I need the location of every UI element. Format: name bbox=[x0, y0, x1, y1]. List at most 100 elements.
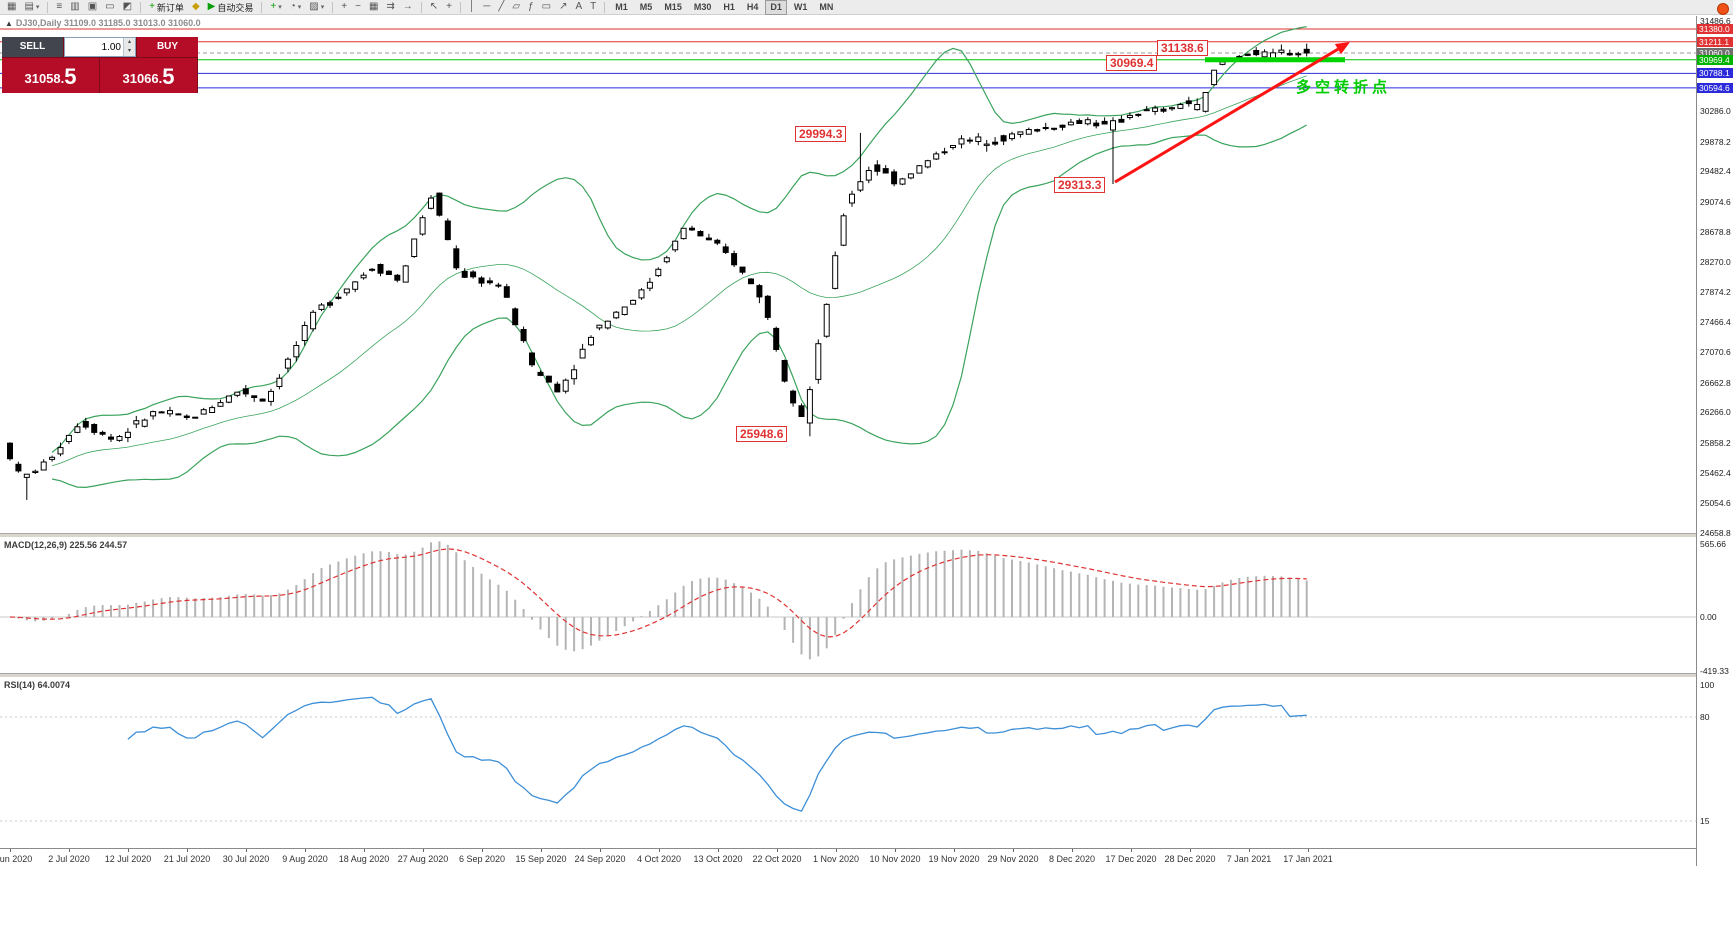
terminal-button[interactable]: ▭ bbox=[102, 0, 117, 15]
volume-input[interactable]: 1.00 ▴ ▾ bbox=[64, 37, 136, 57]
horizontal-line-button[interactable]: ─ bbox=[480, 0, 493, 15]
new-order-icon: + bbox=[149, 1, 155, 12]
date-axis-label: 24 Sep 2020 bbox=[574, 854, 626, 864]
date-axis-label: 6 Sep 2020 bbox=[458, 854, 506, 864]
buy-button[interactable]: BUY bbox=[137, 37, 198, 57]
date-tick bbox=[187, 849, 188, 852]
tile-windows-button[interactable]: ▦ bbox=[366, 0, 381, 15]
time-axis[interactable]: 3 Jun 2020 2 Jul 2020 12 Jul 2020 21 Jul 20… bbox=[0, 848, 1696, 867]
buy-price-pip: 5 bbox=[162, 64, 175, 89]
price-axis-label: 24658.8 bbox=[1700, 527, 1731, 538]
macd-panel[interactable]: MACD(12,26,9) 225.56 244.57 bbox=[0, 537, 1696, 673]
date-tick bbox=[1013, 849, 1014, 852]
date-axis-label: 19 Nov 2020 bbox=[928, 854, 980, 864]
dropdown-icon: ▾ bbox=[35, 4, 40, 11]
buy-price-display[interactable]: 31066. 5 bbox=[100, 58, 197, 93]
volume-decrease-button[interactable]: ▾ bbox=[124, 47, 135, 56]
auto-scroll-icon: ⇉ bbox=[386, 1, 395, 12]
price-annotation[interactable]: 30969.4 bbox=[1106, 55, 1158, 71]
toolbar-separator bbox=[460, 1, 462, 13]
timeframe-m5[interactable]: M5 bbox=[639, 1, 653, 12]
date-axis-label: 10 Nov 2020 bbox=[869, 854, 921, 864]
date-tick bbox=[1190, 849, 1191, 852]
templates-button[interactable]: ▨ ▾ bbox=[306, 0, 327, 15]
rsi-label: RSI(14) 64.0074 bbox=[4, 680, 71, 690]
timeframe-m30[interactable]: M30 bbox=[693, 1, 712, 12]
chinese-annotation[interactable]: 多空转折点 bbox=[1296, 79, 1392, 96]
date-axis-label: 28 Dec 2020 bbox=[1164, 854, 1216, 864]
date-axis-label: 18 Aug 2020 bbox=[338, 854, 390, 864]
text-label-button[interactable]: T bbox=[587, 0, 599, 15]
autotrading-button[interactable]: ▶ 自动交易 bbox=[205, 0, 257, 15]
strategy-tester-button[interactable]: ◩ bbox=[120, 0, 135, 15]
arrows-button[interactable]: ↗ bbox=[556, 0, 570, 15]
new-order-button[interactable]: + 新订单 bbox=[146, 0, 187, 15]
sell-price-display[interactable]: 31058. 5 bbox=[2, 58, 99, 93]
indicators-button[interactable]: + ▾ bbox=[267, 0, 284, 15]
sell-button[interactable]: SELL bbox=[2, 37, 63, 57]
new-chart-button[interactable]: ▦ bbox=[4, 0, 19, 15]
navigator-button[interactable]: ▣ bbox=[85, 0, 100, 15]
timeframe-m15[interactable]: M15 bbox=[664, 1, 682, 12]
date-tick bbox=[246, 849, 247, 852]
panel-splitter[interactable] bbox=[0, 673, 1733, 677]
chart-canvas[interactable] bbox=[0, 16, 1696, 533]
toolbar-separator bbox=[420, 1, 422, 13]
zoom-out-icon: − bbox=[355, 1, 361, 12]
vertical-line-button[interactable]: │ bbox=[466, 0, 478, 15]
chart-shift-button[interactable]: → bbox=[400, 0, 416, 15]
periods-button[interactable]: ◔ ▾ bbox=[287, 0, 305, 15]
text-button[interactable]: A bbox=[573, 0, 586, 15]
rsi-panel[interactable]: RSI(14) 64.0074 bbox=[0, 677, 1696, 848]
cursor-button[interactable]: ↖ bbox=[427, 0, 441, 15]
indicators-icon: + bbox=[270, 1, 277, 12]
volume-stepper: ▴ ▾ bbox=[123, 38, 135, 56]
toolbar-separator bbox=[332, 1, 334, 13]
candlestick-chart[interactable] bbox=[0, 16, 1696, 533]
panel-splitter[interactable] bbox=[0, 533, 1733, 537]
profiles-button[interactable]: ▤ ▾ bbox=[21, 0, 42, 15]
trendline-button[interactable]: ╱ bbox=[495, 0, 507, 15]
crosshair-button[interactable]: + bbox=[443, 0, 455, 15]
date-axis-label: 27 Aug 2020 bbox=[397, 854, 449, 864]
auto-scroll-button[interactable]: ⇉ bbox=[383, 0, 397, 15]
price-annotation[interactable]: 29994.3 bbox=[795, 126, 847, 142]
fibonacci-icon: ƒ bbox=[528, 1, 534, 12]
tile-windows-icon: ▦ bbox=[368, 1, 379, 12]
one-click-collapse-icon[interactable]: ▲ bbox=[5, 19, 13, 28]
price-axis-label: 25462.4 bbox=[1700, 467, 1731, 478]
price-axis[interactable]: 31486.6 30286.0 29878.2 29482.4 29074.6 28678… bbox=[1696, 16, 1733, 866]
timeframe-h1[interactable]: H1 bbox=[723, 1, 735, 12]
rsi-axis-label: 100 bbox=[1700, 680, 1715, 690]
data-window-button[interactable]: ▥ bbox=[67, 0, 82, 15]
buy-price-main: 31066. bbox=[122, 71, 163, 86]
fibonacci-button[interactable]: ƒ bbox=[525, 0, 537, 15]
zoom-out-button[interactable]: − bbox=[352, 0, 364, 15]
price-axis-label: 30286.0 bbox=[1700, 106, 1731, 117]
market-watch-button[interactable]: ≡ bbox=[53, 0, 65, 15]
date-axis-label: 13 Oct 2020 bbox=[693, 854, 743, 864]
price-axis-label: 27874.2 bbox=[1700, 286, 1731, 297]
date-axis-label: 17 Dec 2020 bbox=[1105, 854, 1157, 864]
channel-button[interactable]: ▱ bbox=[509, 0, 523, 15]
metaeditor-button[interactable]: ◆ bbox=[189, 0, 203, 15]
text-label-icon: T bbox=[590, 1, 597, 12]
volume-increase-button[interactable]: ▴ bbox=[124, 38, 135, 47]
price-annotation[interactable]: 25948.6 bbox=[736, 426, 788, 442]
timeframe-d1[interactable]: D1 bbox=[765, 0, 787, 15]
toolbar-separator bbox=[604, 1, 606, 13]
timeframe-mn[interactable]: MN bbox=[819, 1, 834, 12]
timeframe-m1[interactable]: M1 bbox=[615, 1, 628, 12]
cursor-icon: ↖ bbox=[429, 1, 439, 12]
zoom-in-button[interactable]: + bbox=[338, 0, 350, 15]
date-tick bbox=[482, 849, 483, 852]
price-line-badge: 30594.6 bbox=[1697, 82, 1733, 93]
price-annotation[interactable]: 29313.3 bbox=[1054, 177, 1106, 193]
timeframe-w1[interactable]: W1 bbox=[793, 1, 808, 12]
price-annotation[interactable]: 31138.6 bbox=[1157, 40, 1208, 56]
chart-shift-icon: → bbox=[402, 1, 413, 12]
shapes-button[interactable]: ▭ bbox=[539, 0, 554, 15]
alert-status-icon[interactable] bbox=[1717, 3, 1729, 15]
timeframe-h4[interactable]: H4 bbox=[746, 1, 759, 12]
